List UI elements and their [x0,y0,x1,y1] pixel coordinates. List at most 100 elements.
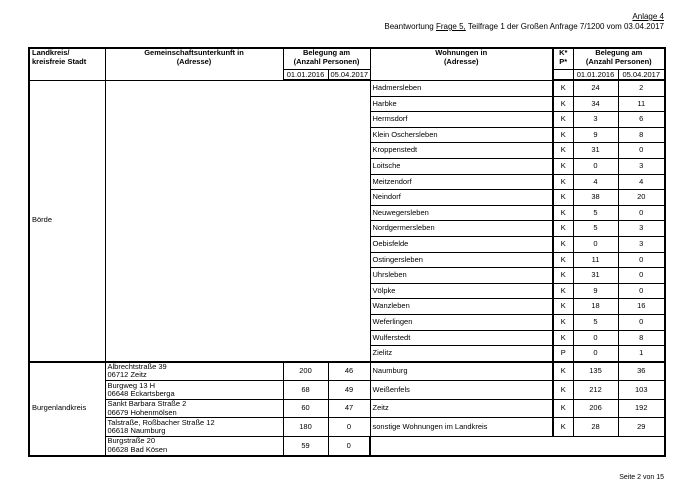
table-row: Neuwegersleben K 5 0 [29,204,666,222]
wbel-1-cell: 9 [572,282,619,300]
wbel-2-cell: 8 [617,126,666,144]
wohnung-cell: Ostingersleben [369,251,554,269]
kp-cell: P [552,345,574,363]
table-row: Klein Oschersleben K 9 8 [29,126,666,144]
wbel-1-cell: 9 [572,126,619,144]
wbel-1-cell: 18 [572,298,619,315]
wbel-2-cell: 0 [617,267,666,284]
wohnung-cell: Neindorf [369,189,554,206]
wbel-1-cell: 31 [572,142,619,159]
page-number: Seite 2 von 15 [619,474,664,481]
wohnung-cell: Wulferstedt [369,329,554,347]
header-kp-empty [552,69,574,81]
wbel-2-cell: 11 [617,95,666,113]
table-row: Börde Hadmersleben K 24 2 [28,79,666,363]
kp-cell: K [552,298,574,315]
kp-cell: K [552,79,574,97]
kp-cell: K [552,398,574,419]
wohnung-cell: Klein Oschersleben [369,126,554,144]
kp-cell: K [552,235,574,253]
landkreis-cell: Burgenlandkreis [28,360,106,457]
wbel-1-cell: 31 [572,267,619,284]
wbel-2-cell: 6 [617,111,666,128]
kp-cell: K [552,126,574,144]
wbel-1-cell: 28 [572,417,619,438]
accommodation-table: Landkreis/kreisfreie Stadt Gemeinschafts… [28,47,666,457]
table-row: Talstraße, Roßbacher Straße 12 06618 Naum… [29,417,666,438]
wohnung-cell: Nordgermersleben [369,220,554,237]
landkreis-cell: Börde [28,79,106,363]
wbel-1-cell: 0 [572,329,619,347]
header-gu: Gemeinschaftsunterkunft in (Adresse) [104,47,284,81]
header-date-2: 05.04.2017 [327,69,371,81]
header-belegung-gu: Belegung am (Anzahl Personen) [282,47,371,70]
wohnung-cell: sonstige Wohnungen im Landkreis [369,417,554,438]
wbel-2-cell: 0 [617,313,666,331]
wbel-2-cell: 16 [617,298,666,315]
wbel-1-cell: 5 [572,204,619,222]
table-row: Hermsdorf K 3 6 [29,111,666,128]
bel-2-cell: 0 [327,417,371,438]
wohnung-cell: Uhrsleben [369,267,554,284]
wbel-2-cell: 20 [617,189,666,206]
wohnung-cell: Hermsdorf [369,111,554,128]
wbel-2-cell: 0 [617,251,666,269]
header-wdate-1: 01.01.2016 [572,69,619,81]
bel-1-cell: 68 [282,380,329,400]
table-row: Uhrsleben K 31 0 [29,267,666,284]
wbel-1-cell: 135 [572,360,619,382]
wbel-2-cell: 2 [617,79,666,97]
table-row: Oebisfelde K 0 3 [29,235,666,253]
wbel-1-cell: 11 [572,251,619,269]
wohnung-cell: Oebisfelde [369,235,554,253]
wbel-2-cell: 29 [617,417,666,438]
bel-2-cell: 46 [327,360,371,382]
wbel-2-cell: 4 [617,173,666,191]
gu-address-cell: Talstraße, Roßbacher Straße 12 06618 Naum… [104,417,284,438]
wbel-1-cell: 0 [572,345,619,363]
wohnung-cell: Völpke [369,282,554,300]
wohnung-cell: Hadmersleben [369,79,554,97]
wohnung-cell: Loitsche [369,157,554,175]
header-date-1: 01.01.2016 [282,69,329,81]
bel-2-cell: 47 [327,398,371,419]
header-kp: K* P* [552,47,574,70]
table-row: Burgstraße 20 06628 Bad Kösen 59 0 [29,436,666,457]
wbel-2-cell: 103 [617,380,666,400]
kp-cell: K [552,313,574,331]
gu-address-cell: Albrechtstraße 39 06712 Zeitz [104,360,284,382]
wbel-2-cell: 3 [617,235,666,253]
annex-label: Anlage 4 [632,12,664,21]
wohnung-cell: Zielitz [369,345,554,363]
header-belegung-wohnungen: Belegung am (Anzahl Personen) [572,47,666,70]
wbel-2-cell: 3 [617,220,666,237]
wohnung-cell: Zeitz [369,398,554,419]
bel-1-cell: 59 [282,436,329,457]
wbel-1-cell: 5 [572,313,619,331]
wbel-1-cell: 5 [572,220,619,237]
wohnung-cell: Harbke [369,95,554,113]
kp-cell: K [552,380,574,400]
wbel-2-cell: 3 [617,157,666,175]
table-row: Burgweg 13 H 06648 Eckartsberga 68 49 Weißen… [29,380,666,400]
question-link[interactable]: Frage 5, [435,22,466,31]
wohnung-cell: Kroppenstedt [369,142,554,159]
bel-1-cell: 60 [282,398,329,419]
wbel-1-cell: 3 [572,111,619,128]
wbel-1-cell: 0 [572,157,619,175]
header-wohnungen: Wohnungen in (Adresse) [369,47,554,81]
kp-cell: K [552,360,574,382]
wbel-2-cell: 36 [617,360,666,382]
header-wdate-2: 05.04.2017 [617,69,666,81]
wbel-1-cell: 4 [572,173,619,191]
bel-1-cell: 180 [282,417,329,438]
gu-empty-cell [104,79,371,363]
wohnung-cell: Wanzleben [369,298,554,315]
kp-cell: K [552,329,574,347]
kp-cell: K [552,251,574,269]
kp-cell: K [552,204,574,222]
table-row: Wulferstedt K 0 8 [29,329,666,347]
kp-cell: K [552,220,574,237]
wbel-2-cell: 0 [617,282,666,300]
wbel-1-cell: 38 [572,189,619,206]
